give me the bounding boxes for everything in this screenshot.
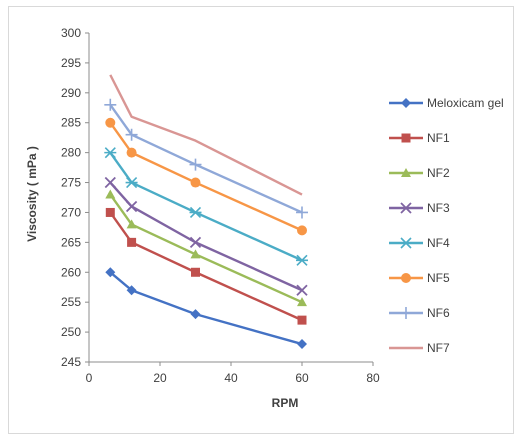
series-nf5: [105, 117, 307, 236]
data-point: [401, 133, 411, 143]
series-line: [109, 271, 303, 346]
y-tick-label: 270: [61, 205, 81, 219]
legend-label: NF2: [427, 166, 450, 180]
legend-item: NF6: [389, 306, 450, 320]
legend-label: NF5: [427, 271, 450, 285]
data-point: [126, 147, 137, 158]
legend-item: NF5: [389, 271, 450, 285]
series-nf2: [105, 189, 307, 307]
data-point: [297, 339, 307, 350]
legend-item: NF3: [389, 201, 450, 215]
y-tick-label: 290: [61, 86, 81, 100]
data-point: [190, 309, 201, 320]
data-point: [127, 237, 137, 247]
series-group: [104, 74, 308, 350]
x-axis-title: RPM: [272, 396, 299, 410]
series-line: [109, 74, 303, 196]
series-nf1: [105, 207, 307, 325]
data-point: [189, 158, 202, 171]
legend: Meloxicam gel NF1 NF2 NF3 NF4 NF5 NF6 NF7: [389, 96, 504, 355]
legend-label: NF1: [427, 131, 450, 145]
series-line: [109, 104, 303, 214]
chart-frame: 245 250 255 260 265 270 275 280 285 290 295 300 0 20 4…: [8, 6, 514, 434]
data-point: [190, 249, 201, 259]
x-tick-label: 60: [295, 371, 309, 385]
y-tick-label: 260: [61, 265, 81, 279]
legend-label: NF7: [427, 341, 450, 355]
x-tick-label: 40: [224, 371, 238, 385]
data-point: [296, 284, 308, 296]
data-point: [125, 200, 138, 213]
data-point: [189, 206, 202, 219]
y-tick-label: 280: [61, 146, 81, 160]
data-point: [104, 98, 117, 111]
legend-item: Meloxicam gel: [389, 96, 504, 110]
legend-label: NF6: [427, 306, 450, 320]
data-point: [400, 237, 412, 249]
data-point: [105, 117, 116, 128]
data-point: [296, 254, 308, 266]
y-tick-label: 295: [61, 56, 81, 70]
data-point: [189, 236, 202, 249]
data-point: [104, 176, 116, 189]
data-point: [126, 219, 137, 229]
data-point: [297, 297, 307, 307]
y-tick-label: 265: [61, 235, 81, 249]
x-tick-label: 80: [366, 371, 380, 385]
data-point: [401, 98, 411, 108]
viscosity-line-chart: 245 250 255 260 265 270 275 280 285 290 295 300 0 20 4…: [25, 26, 504, 410]
data-point: [297, 225, 307, 236]
data-point: [105, 207, 115, 217]
data-point: [400, 202, 412, 214]
series-line: [109, 211, 303, 322]
data-point: [401, 168, 411, 177]
series-nf3: [104, 176, 308, 296]
data-point: [191, 267, 200, 277]
data-point: [125, 176, 138, 189]
legend-item: NF7: [389, 341, 450, 355]
legend-item: NF1: [389, 131, 450, 145]
series-line: [109, 193, 303, 304]
data-point: [190, 177, 201, 188]
data-point: [297, 315, 307, 325]
y-tick-label: 300: [61, 26, 81, 40]
data-point: [104, 147, 117, 159]
data-point: [126, 285, 137, 296]
data-point: [400, 307, 412, 319]
y-tick-label: 275: [61, 176, 81, 190]
y-tick-label: 285: [61, 116, 81, 130]
x-tick-label: 0: [86, 371, 93, 385]
series-nf4: [104, 147, 308, 266]
y-axis-title: Viscosity ( mPa ): [25, 146, 39, 242]
legend-label: NF3: [427, 201, 450, 215]
data-point: [296, 206, 308, 219]
data-point: [105, 267, 116, 278]
data-point: [105, 189, 116, 199]
legend-item: NF2: [389, 166, 450, 180]
series-line: [109, 151, 303, 262]
series-line: [109, 181, 303, 292]
legend-label: Meloxicam gel: [427, 96, 504, 110]
legend-item: NF4: [389, 236, 450, 250]
x-tick-label: 20: [153, 371, 167, 385]
legend-label: NF4: [427, 236, 450, 250]
series-line: [109, 122, 303, 232]
series-nf7: [109, 74, 303, 196]
y-tick-label: 255: [61, 295, 81, 309]
y-tick-label: 250: [61, 325, 81, 339]
axes: 245 250 255 260 265 270 275 280 285 290 295 300 0 20 4…: [61, 26, 380, 385]
data-point: [401, 273, 411, 283]
y-tick-label: 245: [61, 355, 81, 369]
data-point: [125, 128, 138, 141]
series-meloxicam-gel: [105, 267, 307, 350]
series-nf6: [104, 98, 308, 219]
